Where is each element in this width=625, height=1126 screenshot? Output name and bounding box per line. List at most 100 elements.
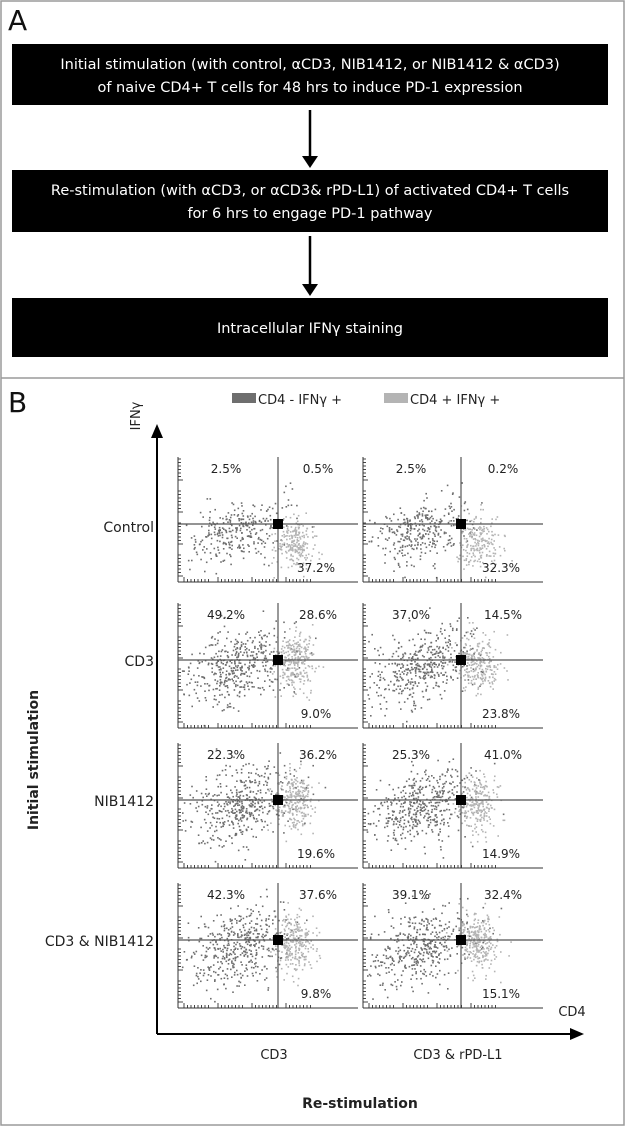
event-dot	[256, 656, 258, 658]
event-dot	[279, 545, 281, 547]
event-dot	[480, 952, 482, 954]
event-dot	[465, 653, 468, 656]
event-dot	[293, 817, 295, 820]
event-dot	[293, 673, 295, 676]
event-dot	[294, 549, 296, 551]
event-dot	[459, 809, 461, 811]
event-dot	[276, 561, 279, 563]
event-dot	[424, 773, 427, 776]
event-dot	[380, 802, 382, 805]
event-dot	[478, 657, 480, 659]
event-dot	[204, 697, 207, 699]
event-dot	[293, 622, 296, 625]
event-dot	[404, 797, 407, 800]
event-dot	[266, 781, 269, 784]
event-dot	[213, 957, 215, 959]
event-dot	[479, 769, 481, 772]
event-dot	[473, 520, 475, 523]
event-dot	[263, 940, 266, 942]
event-dot	[306, 793, 309, 795]
event-dot	[424, 970, 427, 973]
event-dot	[399, 540, 401, 543]
event-dot	[488, 930, 491, 933]
event-dot	[449, 644, 452, 646]
event-dot	[294, 642, 296, 645]
event-dot	[437, 638, 439, 640]
event-dot	[303, 536, 305, 539]
event-dot	[407, 668, 409, 670]
event-dot	[473, 683, 476, 685]
event-dot	[198, 700, 201, 702]
event-dot	[481, 540, 483, 543]
event-dot	[293, 686, 295, 689]
event-dot	[285, 938, 288, 940]
event-dot	[238, 519, 241, 522]
event-dot	[479, 657, 482, 660]
event-dot	[204, 793, 207, 795]
event-dot	[485, 785, 488, 787]
event-dot	[224, 664, 227, 666]
event-dot	[237, 804, 239, 807]
event-dot	[289, 948, 291, 950]
event-dot	[237, 546, 239, 549]
event-dot	[293, 808, 296, 810]
event-dot	[436, 933, 438, 936]
event-dot	[472, 538, 475, 540]
event-dot	[495, 518, 497, 521]
event-dot	[187, 936, 190, 939]
event-dot	[402, 554, 404, 557]
event-dot	[298, 543, 300, 545]
event-dot	[430, 971, 433, 973]
event-dot	[488, 923, 491, 926]
event-dot	[464, 958, 466, 960]
event-dot	[488, 543, 491, 545]
event-dot	[199, 543, 201, 545]
event-dot	[465, 559, 467, 562]
event-dot	[379, 673, 381, 676]
upper-left-percent: 42.3%	[207, 888, 245, 902]
event-dot	[376, 954, 379, 956]
event-dot	[258, 941, 261, 944]
event-dot	[476, 949, 478, 951]
event-dot	[488, 642, 490, 644]
event-dot	[403, 786, 405, 788]
event-dot	[212, 816, 214, 819]
event-dot	[458, 652, 460, 655]
event-dot	[264, 680, 266, 682]
event-dot	[287, 660, 290, 662]
event-dot	[287, 667, 289, 669]
event-dot	[473, 560, 475, 563]
event-dot	[283, 804, 286, 807]
event-dot	[274, 953, 277, 956]
event-dot	[221, 527, 224, 529]
event-dot	[273, 557, 275, 559]
event-dot	[210, 657, 213, 659]
event-dot	[377, 959, 379, 962]
event-dot	[434, 544, 437, 546]
event-dot	[307, 776, 310, 779]
event-dot	[432, 805, 435, 807]
event-dot	[455, 666, 458, 668]
event-dot	[485, 958, 487, 961]
event-dot	[225, 774, 227, 776]
event-dot	[245, 651, 248, 653]
event-dot	[387, 807, 389, 810]
event-dot	[288, 679, 291, 681]
event-dot	[224, 650, 226, 653]
event-dot	[228, 541, 230, 544]
event-dot	[453, 520, 455, 522]
event-dot	[246, 975, 249, 977]
event-dot	[312, 948, 315, 950]
event-dot	[271, 673, 274, 675]
event-dot	[293, 768, 296, 771]
event-dot	[207, 813, 210, 816]
event-dot	[494, 946, 496, 949]
event-dot	[398, 821, 401, 823]
event-dot	[217, 947, 219, 950]
event-dot	[298, 658, 301, 660]
event-dot	[447, 769, 449, 771]
event-dot	[237, 514, 240, 516]
event-dot	[450, 656, 452, 659]
event-dot	[246, 794, 248, 797]
event-dot	[311, 555, 313, 557]
